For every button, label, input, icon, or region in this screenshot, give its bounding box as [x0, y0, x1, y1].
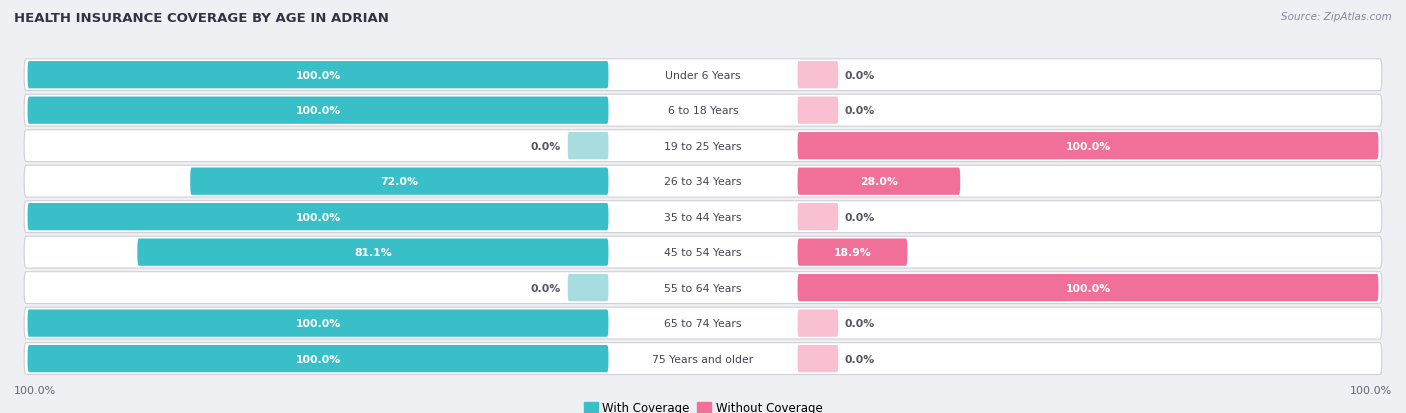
- FancyBboxPatch shape: [797, 204, 838, 231]
- Text: 72.0%: 72.0%: [381, 177, 419, 187]
- Text: 100.0%: 100.0%: [1066, 283, 1111, 293]
- Text: 45 to 54 Years: 45 to 54 Years: [664, 247, 742, 258]
- FancyBboxPatch shape: [797, 168, 960, 195]
- Text: 100.0%: 100.0%: [295, 354, 340, 364]
- FancyBboxPatch shape: [24, 201, 1382, 233]
- Text: 100.0%: 100.0%: [1066, 141, 1111, 151]
- FancyBboxPatch shape: [797, 62, 838, 89]
- FancyBboxPatch shape: [24, 59, 1382, 91]
- FancyBboxPatch shape: [24, 272, 1382, 304]
- FancyBboxPatch shape: [568, 274, 609, 301]
- Text: 100.0%: 100.0%: [295, 212, 340, 222]
- Text: 65 to 74 Years: 65 to 74 Years: [664, 318, 742, 328]
- FancyBboxPatch shape: [24, 166, 1382, 197]
- Text: 0.0%: 0.0%: [845, 318, 875, 328]
- Text: 6 to 18 Years: 6 to 18 Years: [668, 106, 738, 116]
- Text: 100.0%: 100.0%: [1350, 385, 1392, 395]
- FancyBboxPatch shape: [138, 239, 609, 266]
- FancyBboxPatch shape: [568, 133, 609, 160]
- Text: 0.0%: 0.0%: [531, 283, 561, 293]
- FancyBboxPatch shape: [24, 343, 1382, 375]
- Text: 0.0%: 0.0%: [845, 212, 875, 222]
- Text: 0.0%: 0.0%: [845, 106, 875, 116]
- FancyBboxPatch shape: [24, 95, 1382, 127]
- Text: 35 to 44 Years: 35 to 44 Years: [664, 212, 742, 222]
- FancyBboxPatch shape: [24, 131, 1382, 162]
- Text: 0.0%: 0.0%: [845, 71, 875, 81]
- Text: 81.1%: 81.1%: [354, 247, 392, 258]
- Text: 19 to 25 Years: 19 to 25 Years: [664, 141, 742, 151]
- Text: 0.0%: 0.0%: [531, 141, 561, 151]
- FancyBboxPatch shape: [797, 239, 907, 266]
- FancyBboxPatch shape: [797, 310, 838, 337]
- FancyBboxPatch shape: [28, 345, 609, 373]
- FancyBboxPatch shape: [28, 204, 609, 231]
- FancyBboxPatch shape: [797, 274, 1378, 301]
- Legend: With Coverage, Without Coverage: With Coverage, Without Coverage: [579, 397, 827, 413]
- FancyBboxPatch shape: [28, 62, 609, 89]
- Text: 100.0%: 100.0%: [295, 106, 340, 116]
- Text: Source: ZipAtlas.com: Source: ZipAtlas.com: [1281, 12, 1392, 22]
- FancyBboxPatch shape: [797, 133, 1378, 160]
- Text: HEALTH INSURANCE COVERAGE BY AGE IN ADRIAN: HEALTH INSURANCE COVERAGE BY AGE IN ADRI…: [14, 12, 389, 25]
- FancyBboxPatch shape: [797, 345, 838, 373]
- Text: 100.0%: 100.0%: [295, 71, 340, 81]
- FancyBboxPatch shape: [797, 97, 838, 125]
- FancyBboxPatch shape: [24, 307, 1382, 339]
- Text: 0.0%: 0.0%: [845, 354, 875, 364]
- Text: 100.0%: 100.0%: [14, 385, 56, 395]
- FancyBboxPatch shape: [24, 237, 1382, 268]
- FancyBboxPatch shape: [190, 168, 609, 195]
- FancyBboxPatch shape: [28, 97, 609, 125]
- Text: 75 Years and older: 75 Years and older: [652, 354, 754, 364]
- FancyBboxPatch shape: [28, 310, 609, 337]
- Text: 18.9%: 18.9%: [834, 247, 872, 258]
- Text: 100.0%: 100.0%: [295, 318, 340, 328]
- Text: 26 to 34 Years: 26 to 34 Years: [664, 177, 742, 187]
- Text: 55 to 64 Years: 55 to 64 Years: [664, 283, 742, 293]
- Text: 28.0%: 28.0%: [860, 177, 898, 187]
- Text: Under 6 Years: Under 6 Years: [665, 71, 741, 81]
